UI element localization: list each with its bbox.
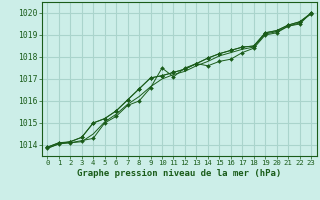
X-axis label: Graphe pression niveau de la mer (hPa): Graphe pression niveau de la mer (hPa) xyxy=(77,169,281,178)
